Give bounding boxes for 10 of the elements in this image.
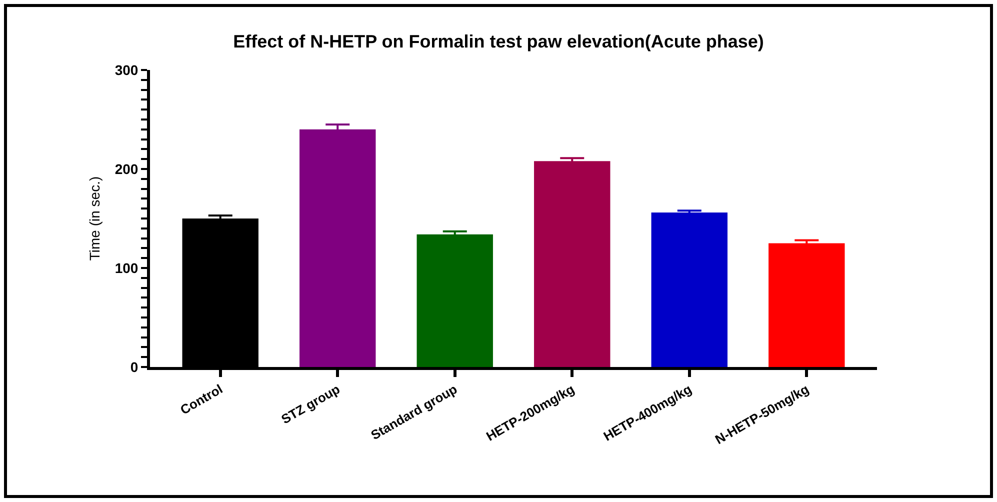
bar xyxy=(768,243,845,367)
bar xyxy=(534,161,610,367)
bar xyxy=(651,212,728,367)
chart-title: Effect of N-HETP on Formalin test paw elevation(Acute phase) xyxy=(233,32,764,52)
bar xyxy=(416,234,493,367)
y-tick-label: 200 xyxy=(114,160,138,177)
y-axis-title: Time (in sec.) xyxy=(86,176,102,261)
y-tick-label: 300 xyxy=(114,62,138,78)
y-tick-label: 100 xyxy=(114,260,138,276)
y-tick-label: 0 xyxy=(130,358,138,375)
